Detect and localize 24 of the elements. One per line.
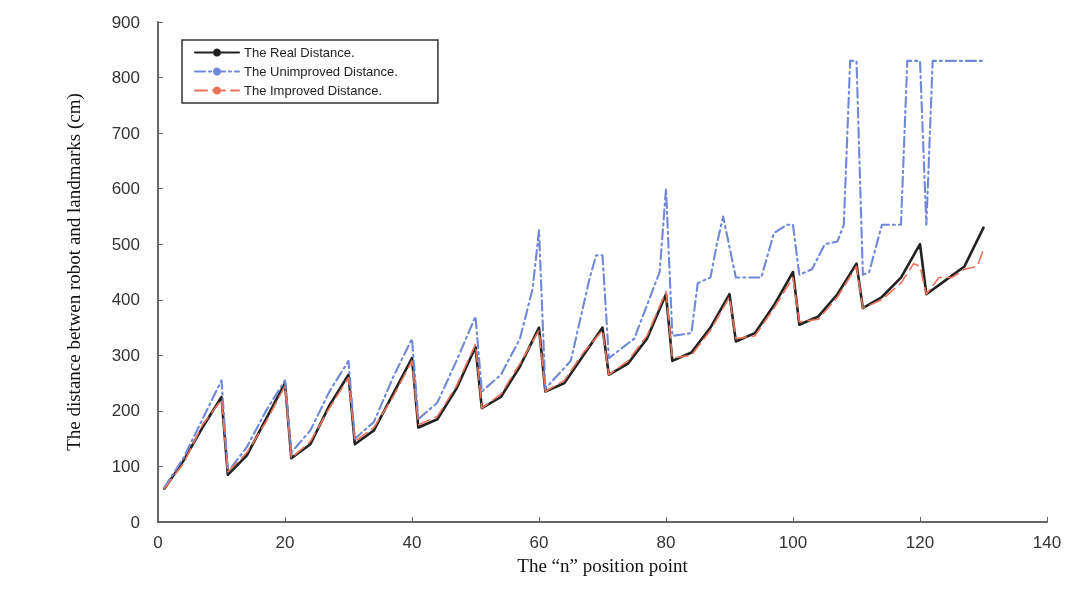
legend-label: The Improved Distance. [244,83,383,98]
x-tick-label: 140 [1032,533,1062,552]
y-axis-title: The distance betwen robot and landmarks (cm) [62,93,85,451]
x-tick-label: 40 [402,533,422,552]
legend-label: The Unimproved Distance. [244,64,398,79]
x-axis-title: The “n” position point [517,555,689,576]
y-tick-label: 700 [111,123,140,143]
y-tick-label: 100 [111,456,140,476]
y-tick-label: 900 [111,12,140,32]
x-tick-label: 60 [529,533,549,552]
y-tick-label: 400 [111,290,140,310]
y-tick-label: 200 [111,401,140,421]
legend-label: The Real Distance. [244,45,355,60]
x-tick-label: 0 [153,533,163,552]
y-tick-label: 800 [111,68,140,88]
x-tick-label: 20 [275,533,295,552]
x-tick-label: 120 [905,533,935,552]
y-tick-label: 300 [111,345,140,365]
x-tick-label: 80 [656,533,676,552]
y-tick-label: 600 [111,179,140,199]
y-tick-label: 500 [111,234,140,254]
y-tick-label: 0 [130,512,140,532]
line-series [163,59,985,489]
x-tick-label: 100 [778,533,808,552]
